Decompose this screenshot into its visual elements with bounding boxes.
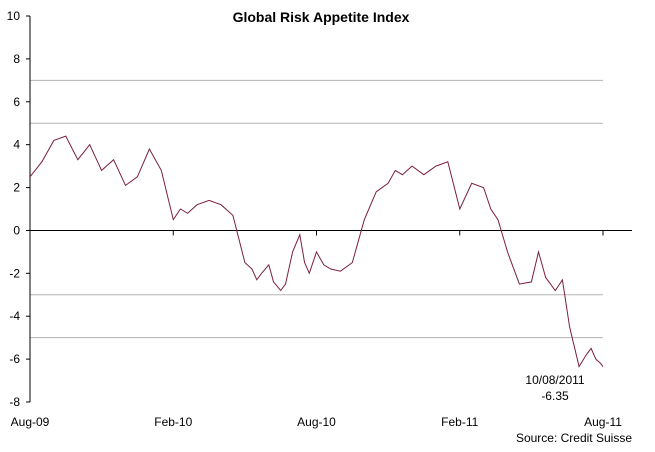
y-axis-ticks: 10 8 6 4 2 0 -2 -4 -6 -8 [7,9,30,409]
y-tick-label: 2 [13,181,20,195]
x-tick-label: Aug-11 [584,415,622,429]
x-tick-label: Aug-09 [11,415,50,429]
y-tick-label: 6 [13,95,20,109]
annotation-date: 10/08/2011 [525,373,584,387]
x-tick-label: Feb-10 [154,415,192,429]
reference-lines [30,79,603,339]
y-tick-label: -2 [9,266,20,280]
annotation-value: -6.35 [541,389,569,403]
x-tick-label: Aug-10 [297,415,336,429]
y-tick-label: 4 [13,138,20,152]
x-tick-label: Feb-11 [441,415,478,429]
y-tick-label: 0 [13,223,20,237]
x-axis: Aug-09 Feb-10 Aug-10 Feb-11 Aug-11 [11,229,632,429]
y-tick-label: 10 [7,9,21,23]
y-tick-label: 8 [13,52,20,66]
chart-title: Global Risk Appetite Index [233,9,410,25]
series-line-risk-appetite [29,135,604,368]
y-tick-label: -4 [9,309,20,323]
source-note: Source: Credit Suisse [516,431,632,445]
y-tick-label: -8 [9,395,20,409]
y-tick-label: -6 [9,352,20,366]
